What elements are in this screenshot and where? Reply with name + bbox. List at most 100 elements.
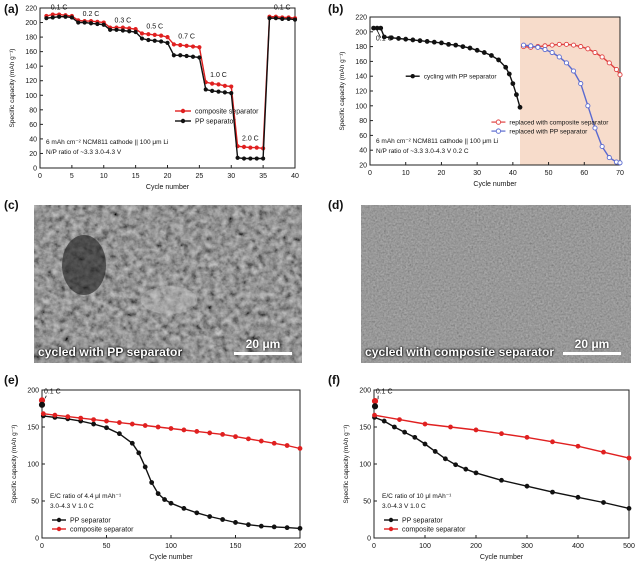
data-point: [78, 415, 84, 421]
data-point: [550, 439, 555, 445]
data-point: [65, 414, 71, 420]
data-point: [506, 71, 512, 77]
x-axis-label: Cycle number: [149, 554, 193, 561]
x-tick-label: 400: [572, 543, 584, 550]
data-point: [146, 37, 151, 43]
data-point: [613, 66, 619, 73]
chart-note: N/P ratio of ~3.3 3.0-4.3 V: [46, 149, 122, 156]
chart-note: E/C ratio of 4.4 μl mAh⁻¹: [50, 493, 122, 500]
y-tick-label: 0: [35, 536, 39, 543]
data-point: [592, 49, 598, 56]
data-point: [117, 431, 122, 437]
data-point: [524, 434, 530, 440]
y-tick-label: 140: [25, 64, 37, 71]
data-point: [165, 40, 170, 46]
chart-a: 0 5 10 15 20 25 30 35 40 0 20 40 60 80 100 120 140 160 180…: [9, 4, 299, 191]
y-tick-label: 150: [359, 425, 371, 432]
data-point: [181, 505, 187, 511]
y-tick-label: 180: [25, 35, 37, 42]
data-point: [284, 443, 290, 448]
data-point: [542, 47, 548, 53]
data-point: [245, 436, 251, 442]
data-point: [220, 432, 225, 437]
y-tick-label: 120: [355, 89, 367, 96]
data-point: [510, 81, 516, 86]
data-point: [378, 25, 384, 31]
data-point: [210, 88, 215, 94]
data-point: [152, 38, 157, 43]
data-point: [297, 525, 303, 531]
data-point: [601, 500, 606, 505]
data-point: [197, 45, 202, 50]
y-axis-label: Specific capacity (mAh g⁻¹): [339, 52, 346, 131]
scale-bar-label: 20 μm: [245, 337, 281, 351]
data-point: [549, 49, 555, 56]
data-point: [528, 43, 534, 49]
data-point: [267, 16, 272, 21]
data-point: [120, 28, 125, 33]
legend-label: replaced with PP separator: [509, 129, 588, 136]
data-point: [190, 54, 196, 59]
y-tick-label: 0: [33, 166, 37, 173]
data-point: [142, 464, 148, 470]
data-point: [165, 34, 170, 40]
data-point: [261, 156, 266, 161]
data-point: [626, 455, 632, 461]
legend-marker: [180, 118, 186, 124]
scale-bar-composite: 20 μm: [563, 337, 621, 355]
data-point: [606, 60, 612, 66]
x-tick-label: 20: [438, 170, 446, 177]
data-point: [82, 20, 87, 25]
data-point: [392, 424, 397, 430]
data-point: [210, 81, 215, 86]
data-point: [585, 46, 591, 52]
chart-b: 0 10 20 30 40 50 60 70 20 40 60 80 100 120 140 160 180 20…: [339, 15, 624, 189]
x-tick-label: 35: [259, 173, 267, 180]
data-point: [499, 477, 504, 483]
chart-e: 0 50 100 150 200 0 50 100 150 200 Cycle number Spec…: [11, 388, 306, 562]
data-point: [146, 32, 151, 37]
annotation-arrow: [44, 395, 47, 399]
data-point: [517, 104, 523, 110]
data-point: [617, 160, 623, 166]
y-tick-label: 20: [359, 163, 367, 170]
y-axis-label: Specific capacity (mAh g⁻¹): [343, 425, 350, 504]
panel-label-e: (e): [4, 373, 19, 387]
start-data-point: [371, 398, 379, 405]
x-tick-label: 10: [100, 173, 108, 180]
rate-annotation: 0.1 C: [376, 389, 393, 396]
data-point: [402, 429, 407, 435]
data-point: [57, 14, 62, 19]
shaded-region: [520, 17, 620, 165]
y-tick-label: 60: [359, 133, 367, 140]
rate-annotation: 1.0 C: [210, 72, 227, 79]
x-tick-label: 100: [419, 543, 431, 550]
x-axis-label: Cycle number: [473, 181, 517, 188]
y-tick-label: 120: [25, 78, 37, 85]
data-point: [381, 418, 387, 424]
data-point: [197, 55, 202, 60]
series-line-0: [43, 415, 301, 530]
data-point: [248, 145, 253, 150]
scale-bar-label: 20 μm: [574, 337, 610, 351]
data-point: [203, 87, 208, 92]
data-point: [136, 450, 142, 456]
chart-f: 0 100 200 300 400 500 0 50 100 150 200 Cycle number…: [343, 388, 635, 562]
data-point: [101, 22, 106, 27]
y-tick-label: 100: [27, 462, 39, 469]
x-tick-label: 15: [132, 173, 140, 180]
data-point: [381, 34, 387, 40]
data-point: [108, 27, 113, 32]
plot-frame: [41, 389, 301, 539]
data-point: [396, 36, 401, 41]
data-point: [460, 44, 466, 49]
data-point: [575, 494, 581, 500]
data-point: [503, 64, 509, 70]
y-tick-label: 40: [29, 136, 37, 143]
data-point: [578, 44, 584, 50]
data-point: [233, 434, 238, 440]
y-tick-label: 200: [27, 388, 39, 395]
data-point: [241, 156, 247, 161]
x-tick-label: 50: [103, 543, 111, 550]
data-point: [52, 412, 58, 418]
